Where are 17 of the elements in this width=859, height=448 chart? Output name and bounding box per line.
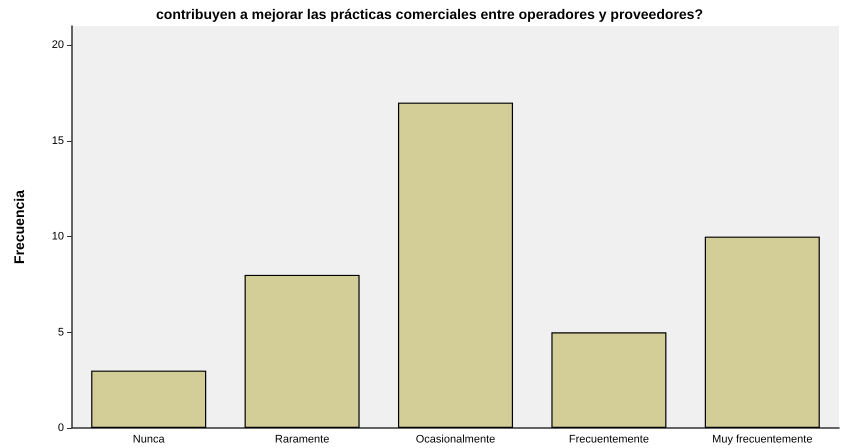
bar <box>398 102 514 428</box>
y-axis-title: Frecuencia <box>11 190 27 264</box>
bar <box>244 274 360 428</box>
x-tick-label: Frecuentemente <box>568 434 649 446</box>
bar <box>551 332 666 428</box>
x-tick-label: Nunca <box>132 434 166 446</box>
y-tick-label: 5 <box>58 326 64 338</box>
x-tick-label: Muy frecuentemente <box>712 434 812 446</box>
x-tick-label: Ocasionalmente <box>416 434 496 446</box>
chart-title: contribuyen a mejorar las prácticas comerciales entre operadores y proveedores? <box>156 6 704 22</box>
y-tick-label: 15 <box>52 134 64 147</box>
bar <box>704 236 820 428</box>
y-tick-label: 10 <box>52 230 64 243</box>
bar <box>91 370 206 428</box>
x-tick-label: Raramente <box>274 434 330 446</box>
y-tick-label: 20 <box>52 39 64 52</box>
y-tick-label: 0 <box>58 422 64 434</box>
